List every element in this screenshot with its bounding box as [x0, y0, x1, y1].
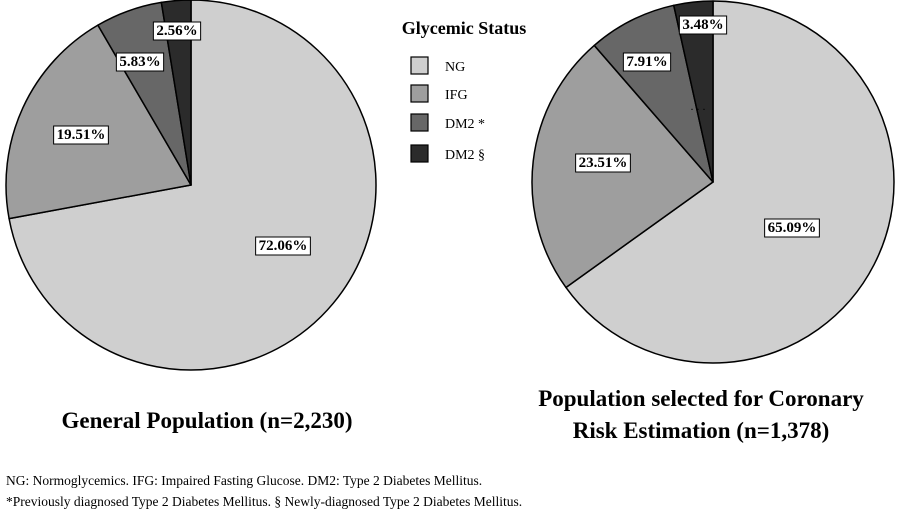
pie-label-ng-general: 72.06% — [255, 236, 311, 256]
pie-label-box — [764, 218, 820, 238]
legend-label-ng: NG — [445, 60, 465, 75]
legend-swatch-ifg — [410, 84, 429, 103]
pie-slice-dm2-general — [160, 0, 192, 186]
pie-chart-general-population: 72.06% 19.51% 5.83% 2.56% — [5, 0, 377, 371]
pie-label-ifg-general: 19.51% — [53, 125, 109, 145]
pie-label-text: 19.51% — [57, 127, 106, 143]
legend-label-dm2-previous: DM2 * — [445, 117, 485, 132]
pie-label-text: 2.56% — [156, 23, 197, 39]
chart-title-selected-line-1: Population selected for Coronary — [538, 386, 864, 411]
legend-item-ng: NG — [410, 56, 465, 75]
pie-label-box — [115, 52, 165, 72]
chart-title-general: General Population (n=2,230) — [61, 408, 352, 433]
pie-label-box — [575, 153, 631, 173]
chart-title-selected-line-2: Risk Estimation (n=1,378) — [573, 418, 830, 443]
pie-label-text: 23.51% — [579, 155, 628, 171]
legend-item-dm2-previous: DM2 * — [410, 113, 485, 132]
legend-item-ifg: IFG — [410, 84, 468, 103]
legend-label-ifg: IFG — [445, 88, 468, 103]
pie-label-box — [53, 125, 109, 145]
pie-label-text: 5.83% — [119, 54, 160, 70]
pie-label-box — [622, 52, 672, 72]
pie-label-ifg-selected: 23.51% — [575, 153, 631, 173]
legend-item-dm2-new: DM2 § — [410, 144, 485, 163]
pie-label-dm2-general: 5.83% — [115, 52, 165, 72]
pie-label-box — [255, 236, 311, 256]
pie-label-box — [152, 21, 202, 41]
pie-label-box — [678, 15, 728, 35]
pie-slice-ng-selected — [565, 0, 895, 364]
pie-slice-dm2-selected — [672, 0, 714, 183]
pie-slice-ng-general — [8, 0, 377, 371]
pie-label-text: 65.09% — [768, 220, 817, 236]
footnote-abbreviations: NG: Normoglycemics. IFG: Impaired Fastin… — [6, 473, 483, 488]
legend-label-dm2-new: DM2 § — [445, 148, 485, 163]
legend-swatch-dm2-previous — [410, 113, 429, 132]
legend-swatch-ng — [410, 56, 429, 75]
decorative-dots: . . . — [691, 99, 706, 113]
footnote-diagnosis: *Previously diagnosed Type 2 Diabetes Me… — [6, 494, 523, 509]
pie-label-text: 7.91% — [626, 54, 667, 70]
pie-label-dm2-selected: 7.91% — [622, 52, 672, 72]
pie-label-text: 3.48% — [682, 17, 723, 33]
pie-label-dm2-selected: 3.48% — [678, 15, 728, 35]
pie-slice-ifg-general — [5, 24, 192, 220]
pie-label-text: 72.06% — [259, 238, 308, 254]
legend: Glycemic Status NG IFG DM2 * DM2 § — [402, 18, 526, 163]
pie-chart-selected-population: 65.09% 23.51% 7.91% 3.48% — [531, 0, 895, 364]
legend-title: Glycemic Status — [402, 18, 526, 38]
pie-label-dm2-general: 2.56% — [152, 21, 202, 41]
pie-label-ng-selected: 65.09% — [764, 218, 820, 238]
legend-swatch-dm2-new — [410, 144, 429, 163]
